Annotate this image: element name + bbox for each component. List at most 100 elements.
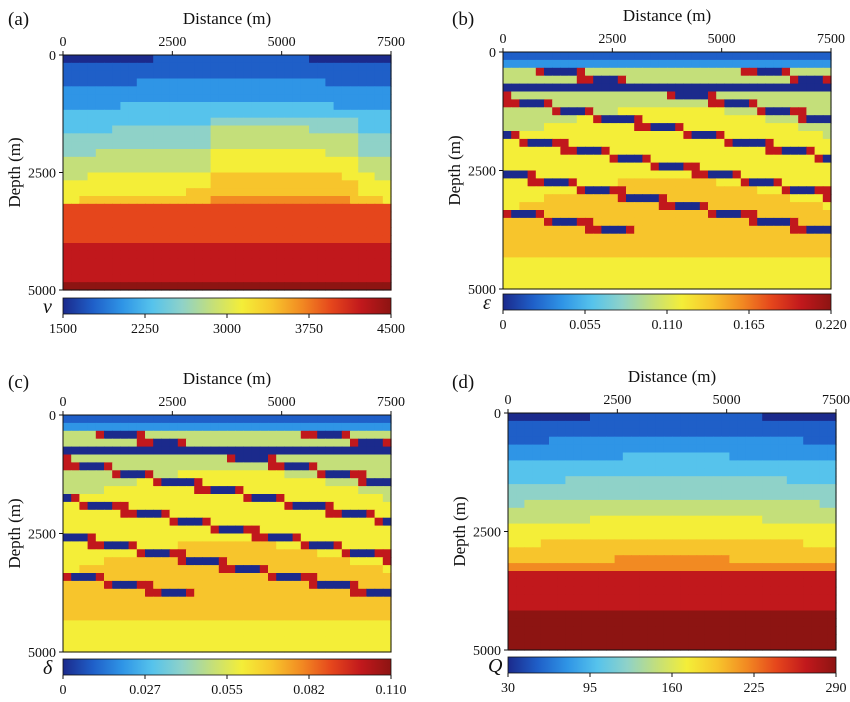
heatmap-cell	[292, 517, 302, 527]
heatmap-cell	[790, 59, 799, 69]
heatmap-cell	[573, 413, 583, 422]
heatmap-cell	[573, 507, 583, 517]
heatmap-cell	[63, 517, 72, 527]
heatmap-cell	[161, 565, 171, 574]
heatmap-cell	[683, 162, 693, 172]
heatmap-cell	[153, 250, 162, 260]
heatmap-cell	[95, 219, 105, 228]
heatmap-cell	[822, 107, 832, 116]
heatmap-cell	[811, 444, 821, 454]
heatmap-cell	[235, 180, 244, 189]
heatmap-cell	[696, 555, 706, 564]
heatmap-cell	[626, 99, 635, 108]
heatmap-cell	[145, 470, 154, 479]
heatmap-cell	[819, 626, 829, 635]
heatmap-cell	[136, 70, 146, 80]
heatmap-cell	[827, 523, 837, 533]
heatmap-cell	[350, 219, 359, 228]
heatmap-cell	[781, 83, 791, 93]
heatmap-cell	[194, 415, 203, 424]
heatmap-cell	[770, 610, 780, 619]
heatmap-cell	[374, 557, 384, 566]
heatmap-cell	[601, 265, 611, 274]
heatmap-cell	[210, 494, 220, 503]
heatmap-cell	[87, 102, 97, 111]
heatmap-cell	[161, 258, 171, 268]
colorbar-tick-label: 0	[500, 318, 507, 333]
heatmap-cell	[781, 75, 791, 85]
heatmap-cell	[827, 499, 837, 509]
heatmap-cell	[341, 557, 351, 566]
heatmap-cell	[778, 444, 788, 454]
heatmap-cell	[716, 225, 725, 235]
heatmap-cell	[795, 420, 804, 430]
heatmap-cell	[708, 123, 717, 132]
heatmap-cell	[790, 75, 799, 85]
heatmap-cell	[202, 415, 212, 424]
heatmap-cell	[680, 452, 689, 461]
heatmap-cell	[87, 501, 97, 511]
colorbar-tick-label: 3000	[213, 322, 241, 337]
heatmap-cell	[732, 178, 742, 187]
heatmap-cell	[136, 156, 146, 166]
heatmap-cell	[790, 131, 799, 140]
heatmap-cell	[511, 186, 520, 195]
heatmap-cell	[704, 507, 714, 517]
heatmap-field	[508, 413, 837, 651]
heatmap-cell	[317, 70, 326, 80]
heatmap-cell	[341, 196, 351, 205]
heatmap-cell	[535, 123, 545, 132]
heatmap-cell	[773, 154, 783, 164]
heatmap-cell	[732, 162, 742, 172]
heatmap-cell	[819, 602, 829, 612]
heatmap-cell	[374, 282, 384, 291]
heatmap-cell	[675, 107, 684, 116]
heatmap-cell	[683, 59, 693, 69]
heatmap-cell	[309, 415, 318, 424]
heatmap-cell	[153, 78, 162, 87]
heatmap-cell	[79, 86, 89, 95]
heatmap-cell	[63, 78, 72, 87]
heatmap-cell	[626, 225, 635, 235]
heatmap-cell	[511, 225, 520, 235]
heatmap-cell	[317, 438, 326, 448]
colorbar-symbol: δ	[43, 657, 53, 679]
heatmap-cell	[161, 188, 171, 197]
heatmap-cell	[713, 484, 722, 493]
heatmap-cell	[617, 241, 627, 251]
heatmap-cell	[598, 413, 607, 422]
heatmap-cell	[251, 164, 261, 174]
heatmap-cell	[503, 257, 512, 266]
heatmap-cell	[366, 219, 376, 228]
heatmap-cell	[770, 634, 780, 643]
heatmap-cell	[803, 515, 812, 525]
heatmap-cell	[532, 420, 542, 430]
heatmap-cell	[647, 602, 657, 612]
heatmap-cell	[527, 178, 537, 187]
heatmap-cell	[300, 620, 310, 629]
heatmap-cell	[573, 499, 583, 509]
heatmap-cell	[366, 156, 376, 166]
heatmap-cell	[814, 146, 824, 156]
heatmap-cell	[798, 52, 807, 61]
heatmap-cell	[680, 547, 689, 556]
heatmap-cell	[519, 178, 529, 187]
heatmap-cell	[527, 170, 537, 179]
heatmap-cell	[822, 281, 832, 290]
heatmap-cell	[535, 281, 545, 290]
heatmap-cell	[104, 125, 113, 134]
heatmap-cell	[806, 131, 816, 140]
heatmap-cell	[593, 225, 602, 235]
heatmap-cell	[576, 107, 586, 116]
heatmap-cell	[827, 507, 837, 517]
heatmap-cell	[292, 211, 302, 221]
heatmap-cell	[617, 131, 627, 140]
heatmap-cell	[516, 507, 525, 517]
heatmap-cell	[524, 610, 534, 619]
heatmap-cell	[516, 413, 525, 422]
heatmap-cell	[186, 227, 195, 236]
heatmap-cell	[333, 188, 343, 197]
heatmap-cell	[614, 610, 624, 619]
heatmap-cell	[177, 219, 187, 228]
heatmap-cell	[251, 588, 261, 598]
